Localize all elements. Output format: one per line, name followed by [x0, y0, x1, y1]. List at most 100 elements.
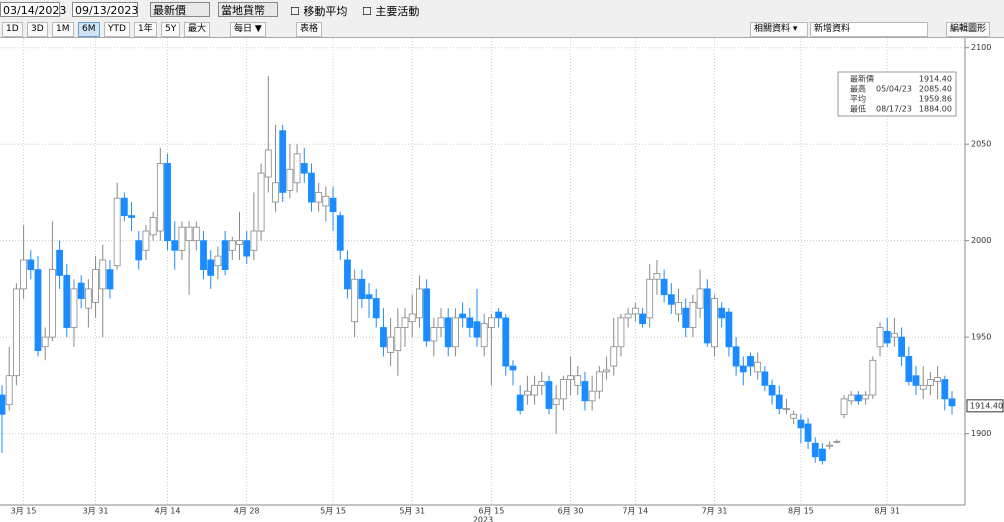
period-button[interactable]: 5Y: [161, 22, 181, 37]
candle-body: [653, 273, 661, 280]
candle-body: [588, 390, 596, 402]
candle-body: [63, 274, 71, 328]
period-button[interactable]: 3D: [27, 22, 48, 37]
x-tick-label: 8月 31: [874, 507, 900, 516]
candle-body: [315, 192, 323, 203]
frequency[interactable]: 每日 ▼: [230, 22, 266, 37]
candle-body: [538, 381, 546, 386]
candle-body: [452, 317, 459, 348]
candle-body: [624, 313, 632, 319]
candle-body: [711, 298, 718, 348]
y-tick-label: 1950: [971, 333, 991, 342]
candle-body: [171, 240, 179, 251]
candle-body: [128, 215, 135, 218]
candle-body: [811, 442, 819, 458]
candle-body: [344, 259, 351, 290]
x-tick-label: 5月 31: [399, 507, 425, 516]
candle-body: [365, 294, 373, 299]
candle-body: [387, 336, 395, 353]
candle-body: [826, 444, 834, 447]
candle-body: [92, 269, 99, 303]
candle-body: [164, 163, 171, 242]
candle-body: [790, 413, 798, 419]
related-button[interactable]: 相關資料 ▾: [750, 22, 808, 37]
candle-body: [394, 327, 402, 352]
candle-body: [487, 317, 495, 328]
candle-body: [272, 182, 279, 203]
candle-body: [444, 317, 452, 348]
legend-name: 最新價: [850, 74, 874, 84]
period-button[interactable]: 6M: [78, 22, 100, 37]
edit-chart[interactable]: 編輯圖形: [946, 22, 991, 37]
candle-body: [372, 298, 380, 319]
candle-body: [207, 259, 215, 276]
candle-body: [200, 240, 207, 271]
candle-body: [567, 375, 574, 380]
candle-body: [27, 259, 35, 271]
candle-body: [214, 255, 222, 267]
candle-body: [243, 240, 251, 257]
candle-body: [5, 375, 13, 406]
candle-body: [279, 130, 287, 193]
candle-body: [595, 371, 603, 392]
x-tick-label: 3月 31: [83, 507, 109, 516]
candle-body: [948, 398, 956, 407]
candle-body: [56, 249, 63, 276]
candle-body: [718, 307, 726, 319]
candle-body: [617, 317, 625, 348]
candle-body: [473, 321, 481, 338]
x-tick-label: 6月 30: [558, 507, 584, 516]
period-button[interactable]: YTD: [104, 22, 130, 37]
candle-body: [236, 240, 243, 245]
last-price-label: 1914.40: [970, 401, 1003, 410]
candle-body: [113, 197, 121, 267]
candle-body: [905, 356, 913, 382]
candle-body: [660, 278, 668, 296]
candle-body: [804, 423, 812, 442]
period-button[interactable]: 1M: [52, 22, 74, 37]
candle-body: [574, 375, 582, 386]
candle-body: [495, 311, 502, 319]
candle-body: [941, 379, 949, 400]
candle-body: [639, 313, 646, 325]
candle-body: [631, 307, 639, 315]
table-button[interactable]: 表格: [296, 22, 323, 37]
key-events[interactable]: ☐ 主要活動: [362, 5, 420, 18]
candle-body: [257, 172, 265, 232]
legend-name: 最高: [850, 84, 866, 94]
candle-body: [423, 288, 431, 342]
start-date[interactable]: 03/14/2023: [0, 2, 66, 17]
period-button[interactable]: 1D: [2, 22, 23, 37]
candle-body: [351, 278, 359, 323]
add-data[interactable]: 新增資料: [810, 22, 928, 37]
currency[interactable]: 當地貨幣: [218, 2, 278, 17]
candle-body: [185, 226, 193, 242]
candle-body: [775, 394, 783, 409]
candle-body: [135, 240, 143, 261]
candle-body: [610, 346, 618, 367]
candle-body: [416, 288, 423, 319]
x-tick-label: 4月 28: [234, 507, 260, 516]
end-date[interactable]: 09/13/2023: [72, 2, 138, 17]
moving-average[interactable]: ☐ 移動平均: [290, 5, 348, 18]
last-price-tag: [966, 399, 1004, 413]
legend-value: 2085.40: [919, 85, 952, 94]
candle-body: [819, 448, 826, 462]
candle-body: [696, 288, 704, 309]
candle-body: [221, 240, 229, 271]
candle-body: [77, 282, 85, 299]
candle-body: [732, 346, 740, 367]
period-button[interactable]: 1年: [134, 22, 157, 37]
candle-body: [840, 398, 848, 415]
candle-body: [480, 323, 488, 348]
candle-body: [120, 197, 128, 216]
candle-body: [883, 330, 891, 344]
candle-body: [523, 390, 531, 396]
candle-body: [293, 153, 301, 184]
period-button[interactable]: 最大: [184, 22, 211, 37]
candle-body: [250, 230, 258, 251]
candle-body: [682, 307, 690, 328]
x-tick-label: 4月 14: [155, 507, 181, 516]
candle-body: [380, 327, 387, 348]
price-field[interactable]: 最新價: [150, 2, 210, 17]
